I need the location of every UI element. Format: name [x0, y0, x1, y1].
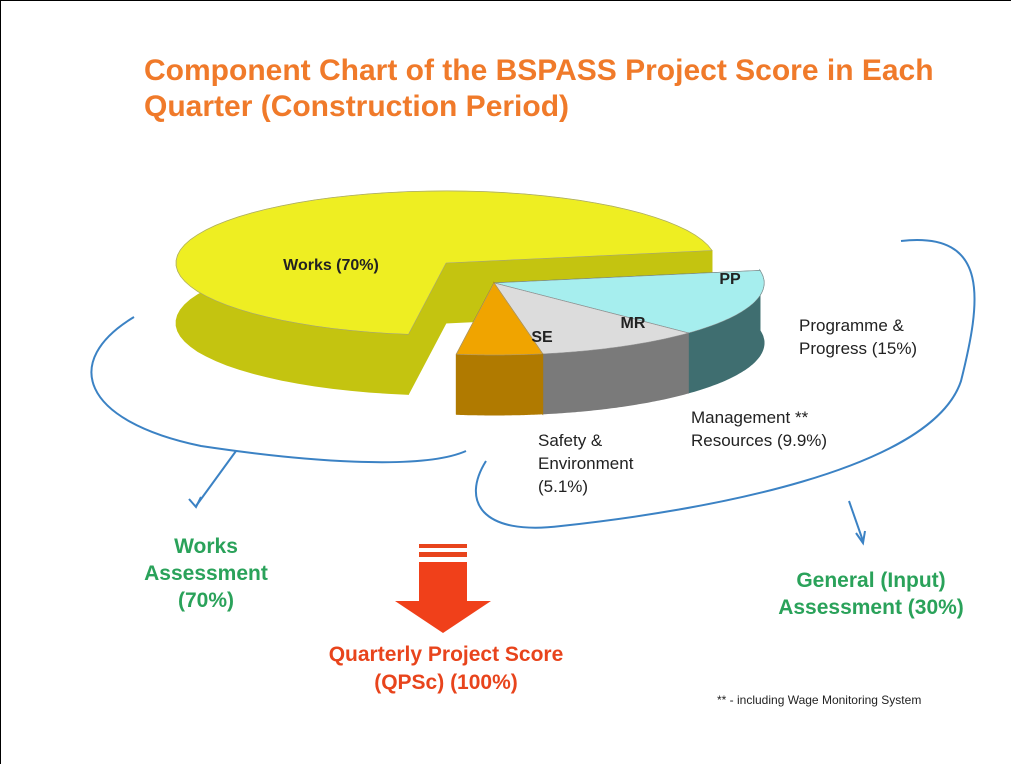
- arrow-stripe: [419, 552, 467, 557]
- title: Component Chart of the BSPASS Project Sc…: [144, 54, 934, 123]
- slice-side: [455, 353, 544, 416]
- slice-label: Works (70%): [283, 257, 379, 274]
- outer-label: Management ** Resources (9.9%): [691, 408, 828, 450]
- general-arrow: [848, 500, 864, 542]
- group-label: General (Input) Assessment (30%): [778, 569, 964, 619]
- arrow-body: [395, 562, 491, 633]
- outer-label: Programme & Progress (15%): [799, 316, 918, 358]
- outer-label: Safety & Environment (5.1%): [538, 431, 634, 496]
- works-arrowhead: [188, 496, 202, 509]
- slice-top: [493, 270, 765, 334]
- arrow-stripe: [419, 544, 467, 548]
- slice-top: [175, 190, 713, 335]
- works-arrow: [195, 450, 237, 507]
- braces: [90, 239, 976, 546]
- slice-label: SE: [531, 329, 553, 346]
- slice-label: PP: [719, 271, 741, 288]
- general-brace: [475, 239, 976, 529]
- slice-top: [455, 282, 544, 356]
- slice-label: MR: [621, 315, 646, 332]
- total-arrow: [395, 544, 491, 633]
- footnote: ** - including Wage Monitoring System: [717, 693, 922, 707]
- total-label: Quarterly Project Score (QPSc) (100%): [328, 643, 564, 694]
- group-label: Works Assessment (70%): [144, 535, 268, 612]
- general-arrowhead: [855, 530, 866, 546]
- slice-top: [493, 282, 690, 355]
- works-brace: [90, 316, 467, 464]
- pie: Works (70%) PP MR SE: [175, 190, 765, 416]
